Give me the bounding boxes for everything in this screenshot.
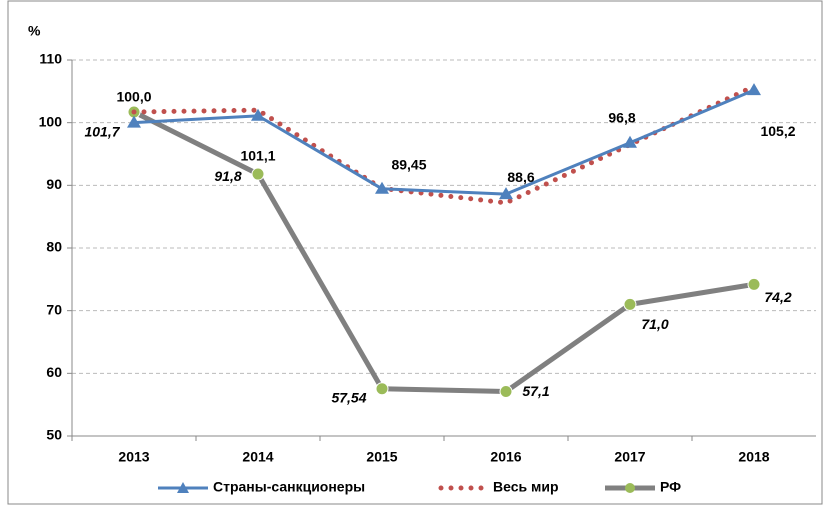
- x-tick-label: 2013: [118, 449, 149, 465]
- y-tick-label: 50: [46, 427, 62, 443]
- data-label: 88,6: [507, 169, 534, 185]
- y-tick-label: 110: [39, 51, 62, 67]
- legend-marker: [177, 482, 189, 493]
- y-tick-label: 70: [46, 301, 62, 317]
- data-label: 101,1: [240, 147, 275, 163]
- x-tick-label: 2015: [366, 449, 397, 465]
- frame: [7, 0, 823, 505]
- legend-label: Страны-санкционеры: [213, 479, 365, 495]
- point: [499, 385, 513, 399]
- point: [127, 115, 141, 128]
- x-tick-label: 2017: [614, 449, 645, 465]
- y-tick-label: 100: [39, 113, 63, 129]
- y-tick-label: 60: [46, 364, 62, 380]
- point: [375, 382, 389, 396]
- point: [251, 167, 265, 181]
- point: [747, 277, 761, 291]
- data-label: 57,54: [331, 389, 366, 405]
- point: [747, 83, 761, 96]
- x-tick-label: 2018: [738, 449, 769, 465]
- series-line: [132, 109, 755, 395]
- data-label: 57,1: [522, 383, 549, 399]
- series-line: [133, 88, 755, 196]
- legend-label: Весь мир: [493, 479, 559, 495]
- y-tick-label: 90: [46, 176, 62, 192]
- legend-marker: [625, 483, 635, 493]
- point: [623, 135, 637, 148]
- data-label: 89,45: [391, 156, 426, 172]
- point: [623, 297, 637, 311]
- data-label: 91,8: [214, 168, 241, 184]
- legend-label: РФ: [660, 479, 681, 495]
- point: [251, 108, 265, 121]
- data-label: 71,0: [641, 316, 668, 332]
- x-tick-label: 2014: [242, 449, 273, 465]
- y-tick-label: 80: [46, 239, 62, 255]
- y-axis-label: %: [28, 23, 41, 39]
- point: [375, 181, 389, 194]
- data-label: 96,8: [608, 109, 635, 125]
- data-label: 74,2: [764, 289, 791, 305]
- data-label: 100,0: [116, 88, 151, 104]
- point: [499, 187, 513, 200]
- data-label: 105,2: [760, 123, 795, 139]
- x-tick-label: 2016: [490, 449, 521, 465]
- data-label: 101,7: [84, 124, 120, 140]
